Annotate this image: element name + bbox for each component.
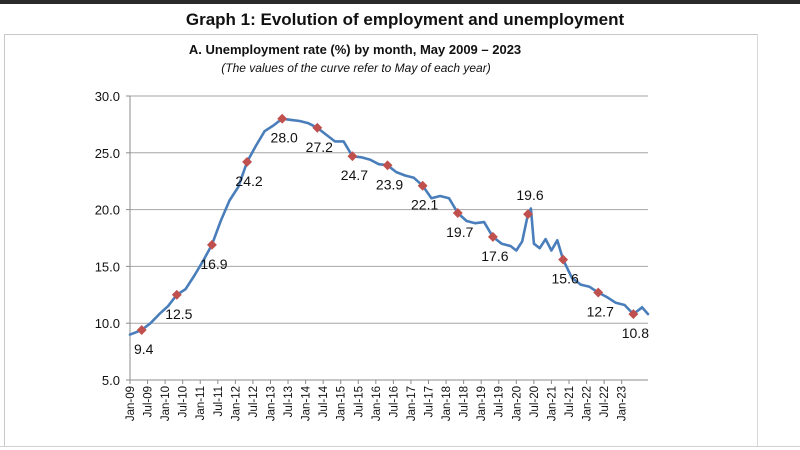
x-tick-label: Jul-22 bbox=[599, 386, 611, 417]
y-tick-label: 30.0 bbox=[95, 89, 120, 104]
x-tick-label: Jul-12 bbox=[248, 386, 260, 417]
y-tick-label: 10.0 bbox=[95, 316, 120, 331]
data-label: 10.8 bbox=[622, 325, 649, 341]
data-label: 12.5 bbox=[165, 306, 192, 322]
bottom-divider bbox=[0, 446, 800, 447]
x-tick-label: Jul-13 bbox=[283, 386, 295, 417]
y-tick-label: 25.0 bbox=[95, 146, 120, 161]
x-tick-label: Jan-13 bbox=[265, 386, 277, 421]
graph-title: Graph 1: Evolution of employment and une… bbox=[185, 10, 625, 29]
x-tick-label: Jan-22 bbox=[582, 386, 594, 421]
x-tick-label: Jan-10 bbox=[160, 386, 172, 421]
data-point-marker bbox=[242, 156, 253, 167]
x-tick-label: Jan-23 bbox=[617, 386, 629, 421]
data-label: 12.7 bbox=[587, 304, 614, 320]
x-tick-label: Jul-09 bbox=[143, 386, 155, 417]
data-label: 28.0 bbox=[271, 130, 298, 146]
x-tick-label: Jan-11 bbox=[195, 386, 207, 420]
data-label: 19.7 bbox=[446, 224, 473, 240]
data-point-marker bbox=[593, 287, 604, 298]
data-point-marker bbox=[136, 325, 147, 335]
data-label: 24.7 bbox=[341, 167, 368, 183]
data-label: 9.4 bbox=[134, 341, 154, 357]
x-tick-label: Jan-15 bbox=[336, 386, 348, 421]
data-label: 27.2 bbox=[306, 139, 333, 155]
data-point-marker bbox=[206, 239, 217, 250]
x-tick-label: Jul-21 bbox=[564, 386, 576, 417]
top-border bbox=[0, 0, 800, 4]
x-tick-label: Jan-14 bbox=[301, 385, 313, 421]
x-tick-label: Jan-20 bbox=[511, 386, 523, 421]
y-tick-label: 5.0 bbox=[102, 373, 120, 388]
data-label: 17.6 bbox=[481, 248, 508, 264]
y-tick-label: 20.0 bbox=[95, 203, 120, 218]
x-tick-label: Jan-18 bbox=[441, 386, 453, 421]
data-point-marker bbox=[628, 309, 639, 320]
data-label: 24.2 bbox=[235, 173, 262, 189]
x-tick-label: Jan-09 bbox=[125, 386, 137, 421]
x-tick-label: Jan-21 bbox=[546, 386, 558, 421]
data-point-marker bbox=[417, 180, 428, 191]
series-line bbox=[128, 117, 650, 336]
x-tick-label: Jul-18 bbox=[459, 386, 471, 417]
data-point-marker bbox=[558, 254, 569, 265]
chart-frame bbox=[4, 34, 758, 447]
x-tick-label: Jan-16 bbox=[371, 386, 383, 421]
data-label: 22.1 bbox=[411, 197, 438, 213]
data-label: 23.9 bbox=[376, 176, 403, 192]
x-tick-label: Jul-19 bbox=[494, 386, 506, 417]
x-tick-label: Jul-15 bbox=[353, 386, 365, 417]
data-point-marker bbox=[347, 151, 358, 162]
data-point-marker bbox=[171, 289, 182, 300]
y-tick-label: 15.0 bbox=[95, 259, 120, 274]
data-point-marker bbox=[452, 208, 463, 218]
data-point-marker bbox=[523, 209, 533, 220]
data-label: 19.6 bbox=[516, 187, 543, 203]
chart-title: A. Unemployment rate (%) by month, May 2… bbox=[188, 42, 522, 57]
x-tick-label: Jul-20 bbox=[529, 386, 541, 417]
data-point-marker bbox=[382, 160, 393, 171]
x-tick-label: Jul-17 bbox=[424, 386, 436, 417]
x-tick-label: Jul-10 bbox=[178, 386, 190, 417]
chart-subtitle: (The values of the curve refer to May of… bbox=[221, 61, 491, 75]
x-tick-label: Jan-19 bbox=[476, 386, 488, 421]
x-tick-label: Jan-12 bbox=[230, 386, 242, 421]
x-tick-label: Jul-11 bbox=[213, 386, 225, 416]
x-tick-label: Jan-17 bbox=[406, 386, 418, 421]
data-label: 15.6 bbox=[552, 271, 579, 287]
data-label: 16.9 bbox=[200, 256, 227, 272]
x-tick-label: Jul-14 bbox=[318, 385, 330, 417]
x-tick-label: Jul-16 bbox=[388, 386, 400, 417]
data-point-marker bbox=[487, 231, 498, 242]
